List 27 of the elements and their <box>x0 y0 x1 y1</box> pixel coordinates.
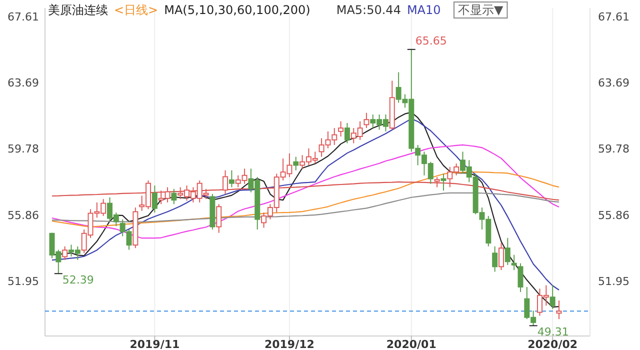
y-tick-label: 67.61 <box>8 10 39 24</box>
y-tick-label: 59.78 <box>8 142 39 156</box>
annotation: 52.39 <box>62 274 94 287</box>
y2-tick-label: 55.86 <box>598 208 630 222</box>
annotation: MA5:50.44 <box>336 3 401 17</box>
y2-tick-label: 63.69 <box>598 76 630 90</box>
y2-tick-label: 51.95 <box>598 275 630 288</box>
candlestick <box>511 254 517 271</box>
x-tick-label: 2020/01 <box>386 338 436 350</box>
candlestick <box>440 173 446 192</box>
y-tick-label: 55.86 <box>8 208 39 222</box>
chart-title: 美原油连续 <box>48 3 108 17</box>
candlestick <box>556 300 562 320</box>
annotation: MA10 <box>406 3 441 17</box>
annotation: MA(5,10,30,60,100,200) <box>164 3 310 17</box>
x-tick-label: 2019/12 <box>264 338 314 350</box>
x-tick-label: 2019/11 <box>130 338 180 350</box>
annotation: 49.31 <box>537 326 569 339</box>
y-tick-label: 63.69 <box>8 76 39 90</box>
y-tick-label: 51.95 <box>8 275 39 288</box>
chart-subtitle: <日线> <box>114 3 158 17</box>
x-tick-label: 2020/02 <box>528 338 578 350</box>
y2-tick-label: 67.61 <box>598 10 630 24</box>
annotation: 不显示▼ <box>458 3 504 17</box>
candlestick <box>293 156 299 171</box>
annotation: 65.65 <box>415 34 447 48</box>
y2-tick-label: 59.78 <box>598 142 630 156</box>
